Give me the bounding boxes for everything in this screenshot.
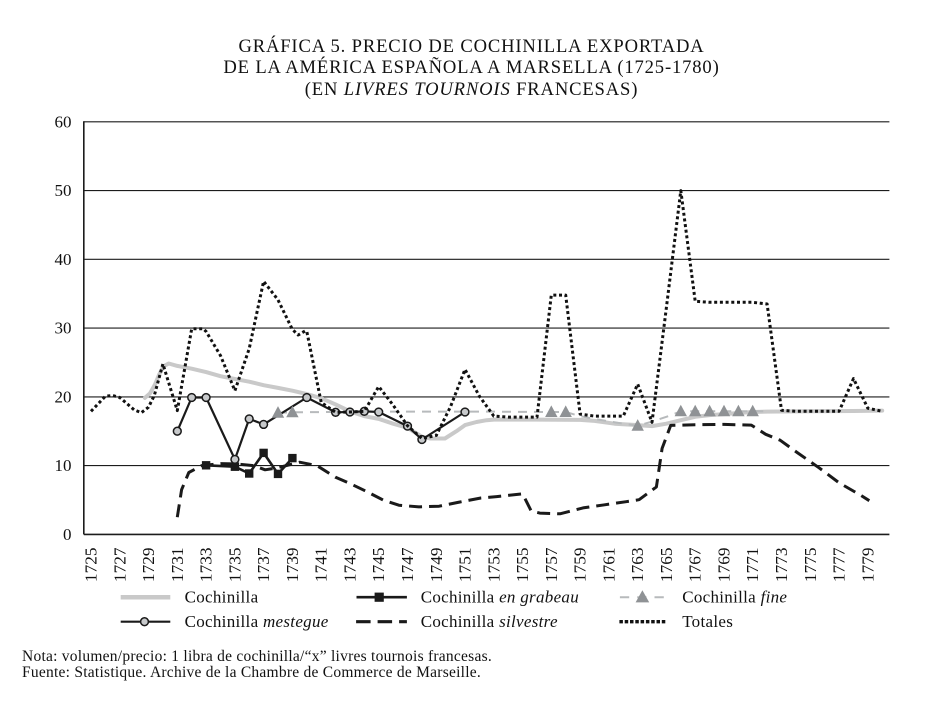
svg-text:1757: 1757: [542, 547, 561, 582]
svg-text:1739: 1739: [283, 548, 302, 583]
svg-text:40: 40: [55, 250, 72, 269]
svg-text:1743: 1743: [340, 548, 359, 583]
svg-text:1737: 1737: [254, 547, 273, 582]
svg-text:1767: 1767: [686, 547, 705, 582]
svg-text:1751: 1751: [456, 548, 475, 583]
svg-text:Cochinilla: Cochinilla: [185, 588, 259, 607]
svg-text:1771: 1771: [743, 548, 762, 583]
svg-text:0: 0: [63, 525, 72, 544]
svg-text:1731: 1731: [168, 548, 187, 583]
svg-text:1733: 1733: [197, 548, 216, 583]
svg-text:1755: 1755: [513, 548, 532, 583]
svg-text:30: 30: [55, 319, 72, 338]
svg-text:1745: 1745: [369, 548, 388, 583]
svg-text:1725: 1725: [82, 548, 101, 583]
svg-text:1747: 1747: [398, 547, 417, 582]
svg-text:1749: 1749: [427, 548, 446, 583]
svg-text:1777: 1777: [830, 547, 849, 582]
svg-text:Cochinilla mestegue: Cochinilla mestegue: [185, 612, 329, 631]
svg-text:1727: 1727: [110, 547, 129, 582]
svg-text:1763: 1763: [628, 548, 647, 583]
svg-text:Cochinilla en grabeau: Cochinilla en grabeau: [421, 588, 579, 607]
svg-text:60: 60: [55, 112, 72, 131]
svg-text:1729: 1729: [139, 548, 158, 583]
svg-text:1769: 1769: [715, 548, 734, 583]
svg-text:Cochinilla fine: Cochinilla fine: [682, 588, 787, 607]
svg-text:1759: 1759: [571, 548, 590, 583]
svg-text:1741: 1741: [312, 548, 331, 583]
svg-text:1753: 1753: [484, 548, 503, 583]
svg-text:50: 50: [55, 181, 72, 200]
svg-text:10: 10: [55, 456, 72, 475]
svg-text:1773: 1773: [772, 548, 791, 583]
svg-text:1779: 1779: [858, 548, 877, 583]
svg-text:1735: 1735: [225, 548, 244, 583]
svg-text:1775: 1775: [801, 548, 820, 583]
svg-text:20: 20: [55, 387, 72, 406]
svg-text:Totales: Totales: [682, 612, 733, 631]
svg-text:1761: 1761: [599, 548, 618, 583]
svg-text:Cochinilla silvestre: Cochinilla silvestre: [421, 612, 558, 631]
svg-text:1765: 1765: [657, 548, 676, 583]
